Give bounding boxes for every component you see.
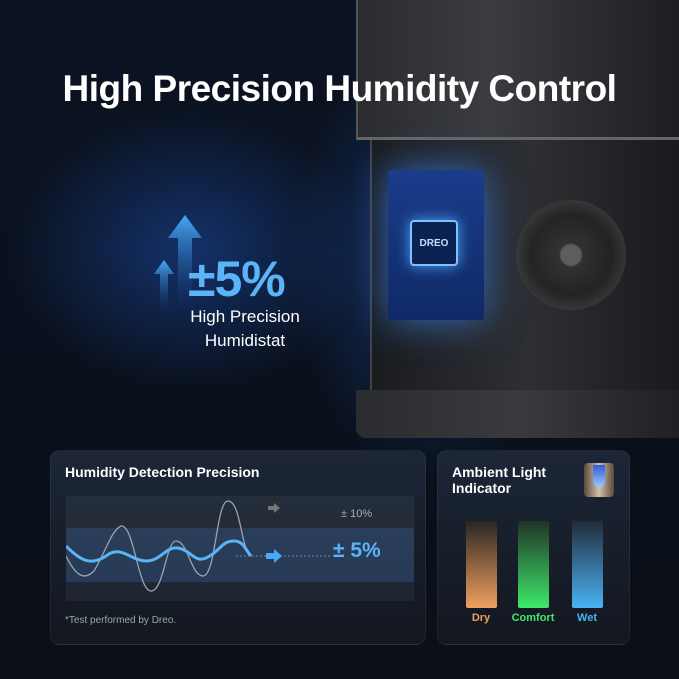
- headline: High Precision Humidity Control: [62, 68, 617, 109]
- humidifier-icon: [584, 463, 614, 497]
- footnote: *Test performed by Dreo.: [65, 615, 177, 626]
- dry-light-bar: [466, 521, 497, 608]
- light-title: Ambient Light Indicator: [452, 464, 547, 496]
- humidistat-line-2: Humidistat: [204, 331, 286, 350]
- dreo-wave: [66, 539, 253, 563]
- standard-precision-label: ± 10%: [341, 508, 373, 520]
- wet-light-bar: [572, 521, 603, 608]
- wet-label: Wet: [577, 612, 597, 624]
- dreo-band: [66, 528, 414, 582]
- humidistat-label: High Precision Humidistat: [160, 305, 330, 353]
- arrow-right-icon: [268, 503, 280, 513]
- humidifier-cutaway-image: DREO: [356, 0, 679, 440]
- precision-panel: Humidity Detection Precision ± 10% ± 5% …: [50, 450, 426, 645]
- chip-logo: DREO: [410, 220, 458, 266]
- wave-graphic: [66, 500, 331, 592]
- up-arrows-icon: [154, 215, 202, 315]
- precision-value: ±5%: [188, 251, 286, 307]
- comfort-label: Comfort: [511, 612, 555, 624]
- precision-title: Humidity Detection Precision: [65, 464, 260, 480]
- dry-label: Dry: [471, 612, 491, 624]
- fan-motor: [516, 200, 626, 310]
- circuit-board: DREO: [388, 170, 484, 320]
- comfort-light-bar: [518, 521, 549, 608]
- dreo-precision-label: ± 5%: [333, 539, 381, 562]
- humidistat-line-1: High Precision: [190, 307, 300, 326]
- device-base: [356, 390, 679, 438]
- precision-chart: ± 10% ± 5%: [66, 496, 414, 601]
- light-panel: Ambient Light Indicator Dry Comfort Wet: [437, 450, 630, 645]
- arrow-right-icon: [266, 549, 282, 563]
- device-tank: [356, 0, 679, 140]
